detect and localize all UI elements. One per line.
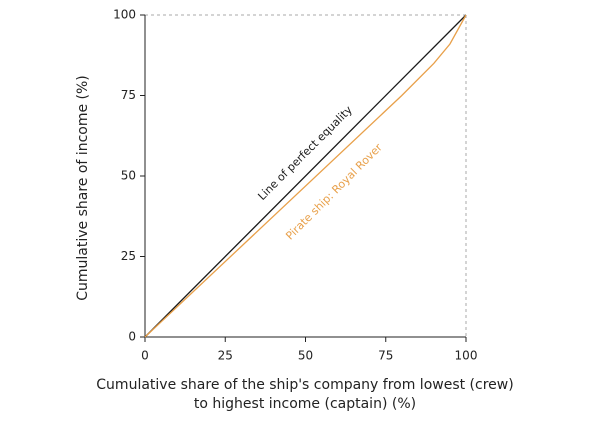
y-tick-label: 0: [128, 330, 136, 344]
x-tick-label: 75: [378, 349, 393, 363]
y-axis-label: Cumulative share of income (%): [75, 75, 91, 301]
x-axis-label: Cumulative share of the ship's company f…: [96, 377, 514, 412]
y-tick-label: 50: [121, 169, 136, 183]
x-tick-label: 50: [298, 349, 313, 363]
x-tick-label: 25: [218, 349, 233, 363]
y-tick-label: 25: [121, 249, 136, 263]
x-tick-label: 100: [455, 349, 478, 363]
x-tick-label: 0: [141, 349, 149, 363]
y-tick-label: 75: [121, 88, 136, 102]
series-line: [144, 14, 467, 338]
series-line: [144, 14, 467, 338]
y-tick-label: 100: [113, 8, 136, 22]
